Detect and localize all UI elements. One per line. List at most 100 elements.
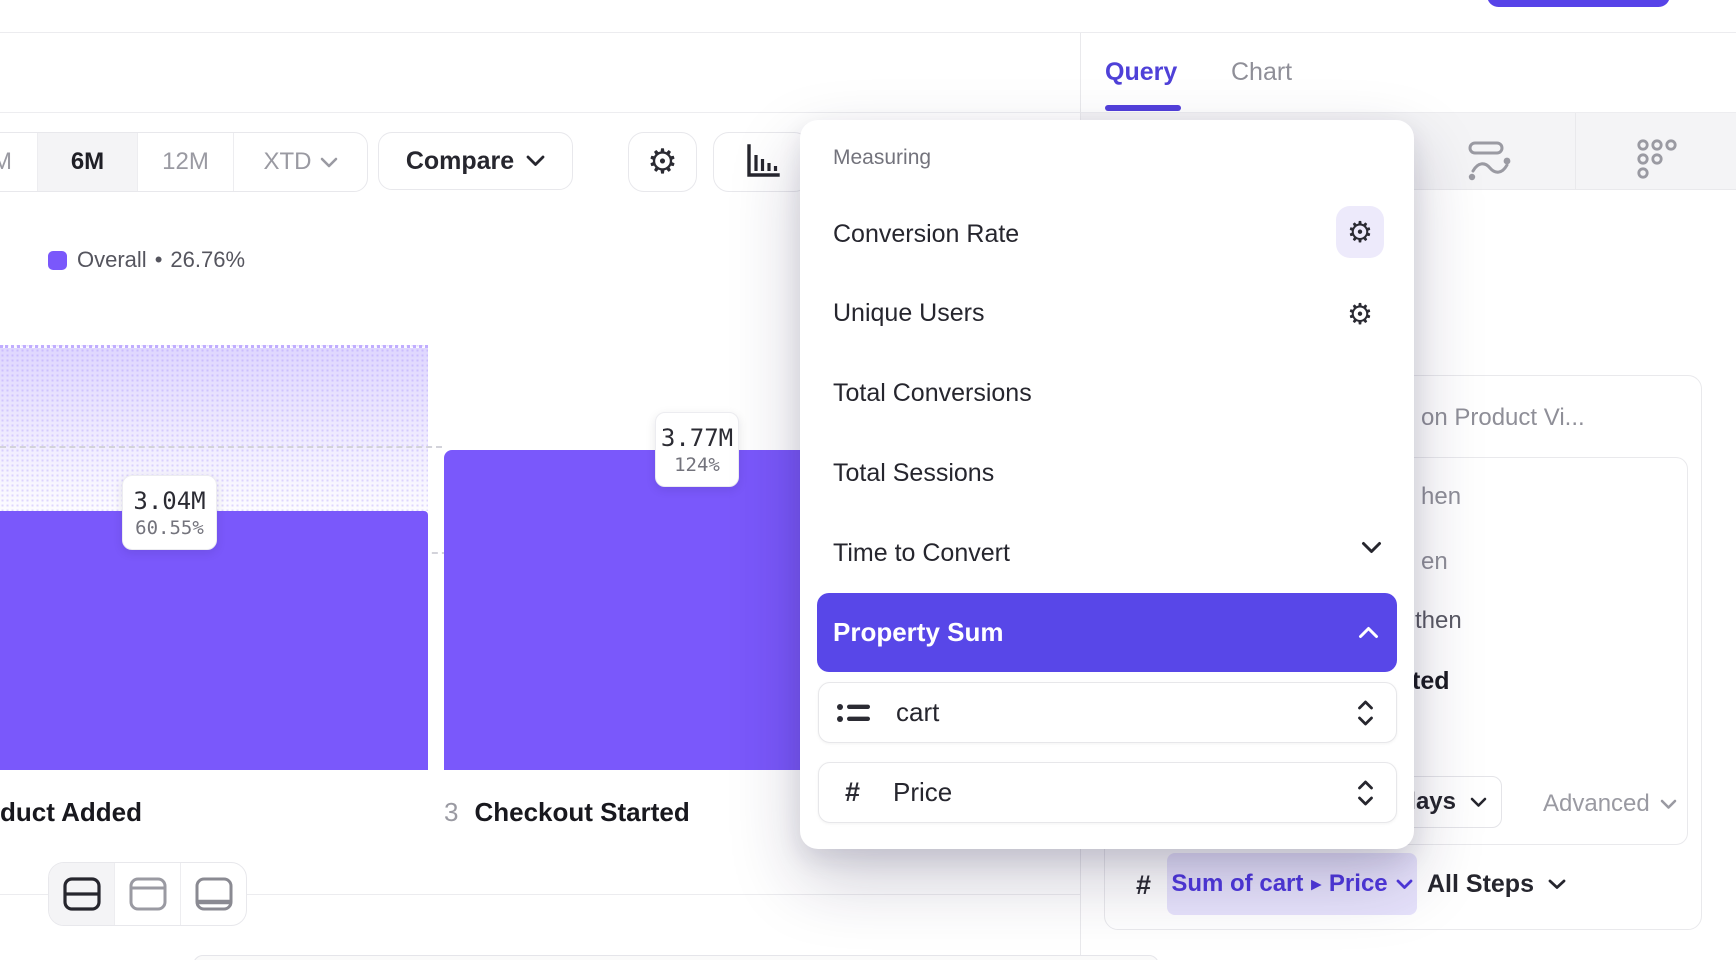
menu-item-property-sum-selected[interactable]: Property Sum	[817, 593, 1397, 672]
flows-view-button[interactable]	[1467, 138, 1513, 182]
next-section-edge	[193, 955, 1159, 960]
funnel-step-label-1: duct Added	[0, 796, 142, 828]
advanced-label: Advanced	[1543, 790, 1650, 817]
percent-text: 60.55%	[135, 516, 204, 539]
time-range-xtd-label: XTD	[263, 148, 312, 175]
cart-select-value: cart	[896, 697, 940, 727]
legend-separator: •	[154, 247, 163, 272]
price-select-value: Price	[893, 777, 953, 807]
property-select-cart[interactable]: cart	[818, 682, 1397, 743]
chip-property-label: Sum of cart	[1171, 870, 1304, 897]
legend-overall-value: 26.76%	[170, 247, 246, 272]
chevron-down-icon	[1470, 797, 1487, 807]
legend: Overall • 26.76%	[48, 247, 245, 273]
top-bar	[0, 0, 1736, 33]
value-text: 3.04M	[133, 486, 206, 515]
header-divider	[0, 112, 1736, 113]
menu-item-conversion-rate[interactable]: Conversion Rate	[833, 220, 1020, 248]
toolbar-divider	[1575, 113, 1576, 190]
measured-property-chip[interactable]: Sum of cart ▸ Price	[1167, 853, 1417, 915]
tab-chart-label: Chart	[1231, 58, 1293, 86]
layout-panel-bottom-button[interactable]	[181, 863, 246, 925]
time-range-12m-label: 12M	[162, 148, 209, 175]
step-name: duct Added	[0, 796, 143, 827]
all-steps-label: All Steps	[1427, 869, 1534, 898]
step-card-title: on Product Vi...	[1421, 404, 1585, 432]
property-select-price[interactable]: # Price	[818, 762, 1397, 823]
apps-grid-button[interactable]	[1634, 138, 1680, 182]
apps-grid-icon	[1637, 139, 1677, 179]
time-range-partial[interactable]: M	[0, 133, 38, 191]
layout-split-horizontal-button[interactable]	[49, 863, 115, 925]
menu-item-total-sessions[interactable]: Total Sessions	[833, 459, 995, 487]
step-row-fragment: ted	[1412, 667, 1450, 695]
tab-query-label: Query	[1105, 58, 1178, 86]
step-row-fragment: en	[1421, 548, 1448, 575]
time-range-xtd[interactable]: XTD	[234, 133, 367, 191]
menu-item-total-conversions[interactable]: Total Conversions	[833, 379, 1032, 407]
step-row-fragment: then	[1415, 607, 1462, 634]
panel-top-icon	[129, 877, 166, 911]
time-range-partial-label: M	[0, 148, 12, 176]
gear-icon: ⚙	[1347, 216, 1373, 249]
gear-icon: ⚙	[647, 143, 678, 181]
popover-title: Measuring	[833, 146, 932, 169]
tab-query[interactable]: Query	[1105, 58, 1177, 87]
gear-icon: ⚙	[1347, 298, 1373, 331]
panel-bottom-icon	[195, 877, 232, 911]
flows-icon	[1468, 141, 1511, 181]
legend-swatch	[48, 250, 67, 270]
time-to-convert-expand[interactable]	[1361, 541, 1382, 554]
threshold-dashed-line-upper	[0, 446, 442, 448]
unique-users-settings-button[interactable]: ⚙	[1336, 288, 1384, 340]
list-property-icon	[837, 703, 870, 722]
step-card-title-text: on Product Vi...	[1421, 404, 1585, 431]
chevron-up-icon	[1359, 627, 1378, 638]
funnel-bar-product-added[interactable]	[0, 511, 428, 770]
compare-label: Compare	[405, 146, 515, 175]
chevron-down-icon	[526, 155, 545, 166]
menu-item-time-to-convert[interactable]: Time to Convert	[833, 539, 1010, 567]
all-steps-dropdown[interactable]: All Steps	[1427, 862, 1566, 906]
chip-subproperty-label: Price	[1328, 870, 1388, 897]
funnel-value-label: 3.04M 60.55%	[122, 475, 217, 550]
number-type-icon: #	[844, 777, 861, 807]
split-horizontal-icon	[62, 877, 101, 911]
chevron-down-icon	[1548, 879, 1566, 889]
menu-item-unique-users[interactable]: Unique Users	[833, 299, 985, 327]
property-sum-label: Property Sum	[833, 617, 1004, 647]
measuring-popover: Measuring Conversion Rate ⚙ Unique Users…	[800, 120, 1414, 849]
time-range-6m-label: 6M	[70, 148, 105, 175]
chart-type-button[interactable]	[713, 132, 810, 192]
percent-text: 124%	[674, 453, 720, 476]
up-down-chevrons-icon	[1358, 780, 1373, 805]
chevron-down-icon	[320, 157, 337, 167]
primary-action-button[interactable]	[1487, 0, 1670, 7]
chart-settings-button[interactable]: ⚙	[628, 132, 697, 192]
advanced-dropdown[interactable]: Advanced	[1543, 790, 1677, 818]
bar-chart-icon	[746, 144, 780, 177]
funnel-step-label-2: 3 Checkout Started	[444, 796, 690, 828]
chevron-down-icon	[1362, 542, 1381, 553]
conversion-rate-settings-button[interactable]: ⚙	[1336, 206, 1384, 258]
chevron-down-icon	[1660, 799, 1677, 809]
step-name: Checkout Started	[474, 796, 690, 827]
legend-label: Overall	[77, 247, 147, 272]
up-down-chevrons-icon	[1358, 700, 1373, 725]
compare-button[interactable]: Compare	[378, 132, 573, 190]
layout-panel-top-button[interactable]	[115, 863, 181, 925]
number-type-icon: #	[1136, 870, 1152, 900]
tab-chart[interactable]: Chart	[1231, 58, 1292, 87]
days-label: lays	[1409, 788, 1456, 815]
chevron-down-icon	[1396, 879, 1413, 889]
time-range-6m[interactable]: 6M	[38, 133, 138, 191]
value-text: 3.77M	[660, 423, 734, 452]
funnel-value-label: 3.77M 124%	[655, 412, 739, 487]
active-tab-underline	[1105, 105, 1181, 111]
time-range-12m[interactable]: 12M	[138, 133, 234, 191]
time-range-control: M 6M 12M XTD	[0, 132, 368, 192]
caret-right-icon: ▸	[1311, 873, 1321, 895]
step-number: 3	[444, 796, 459, 827]
chart-footer-divider	[0, 894, 1080, 895]
